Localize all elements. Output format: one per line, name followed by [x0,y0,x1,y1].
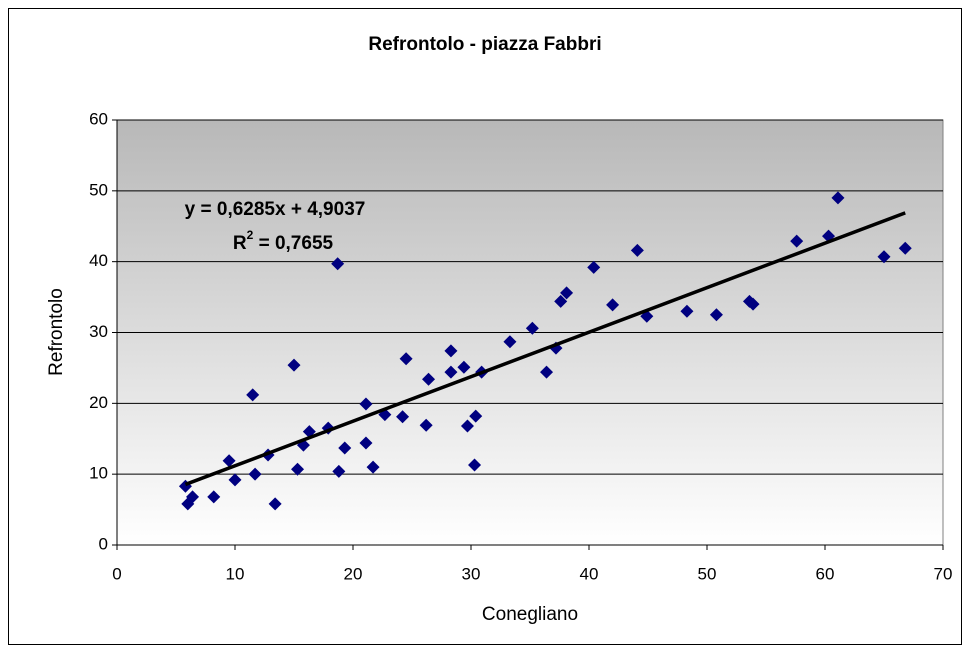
point [207,490,221,504]
y-tick-label: 20 [89,393,108,412]
point [630,243,644,257]
point [399,352,413,366]
point [457,360,471,374]
y-axis-label: Refrontolo [46,288,67,376]
x-tick-label: 10 [226,564,245,583]
point [331,257,345,271]
y-tick-label: 60 [89,109,108,128]
point [359,436,373,450]
x-tick-label: 60 [816,564,835,583]
point [287,358,301,372]
y-tick-label: 10 [89,464,108,483]
point [877,250,891,264]
x-tick-label: 20 [344,564,363,583]
point [422,372,436,386]
point [606,298,620,312]
point [709,308,723,322]
point [359,397,373,411]
y-tick-label: 40 [89,251,108,270]
point [396,410,410,424]
x-tick-label: 0 [112,564,121,583]
point [419,418,433,432]
point [246,388,260,402]
point [525,321,539,335]
point [587,260,601,274]
x-tick-label: 50 [698,564,717,583]
point [540,365,554,379]
point [898,241,912,255]
r-squared-base: R [233,233,247,254]
point [460,419,474,433]
y-tick-label: 30 [89,322,108,341]
point [248,467,262,481]
point [268,497,282,511]
point [444,344,458,358]
point [291,462,305,476]
r-squared: R2 = 0,7655 [233,228,334,254]
point [831,191,845,205]
point [680,304,694,318]
x-tick-label: 40 [580,564,599,583]
point [222,454,236,468]
y-tick-label: 0 [99,534,108,553]
r-squared-sup: 2 [247,228,254,242]
point [228,473,242,487]
point [332,464,346,478]
point [186,490,200,504]
point [560,286,574,300]
trendline [184,211,906,487]
point [338,441,352,455]
chart-title: Refrontolo - piazza Fabbri [368,34,601,55]
x-tick-label: 30 [462,564,481,583]
x-axis-label: Conegliano [482,604,578,625]
r-squared-rest: = 0,7655 [253,233,333,254]
trend-equation: y = 0,6285x + 4,9037 [185,199,366,220]
point [468,458,482,472]
point [503,335,517,349]
y-tick-label: 50 [89,180,108,199]
point [554,294,568,308]
point [444,365,458,379]
point [469,409,483,423]
point [746,297,760,311]
point [366,460,380,474]
point [790,234,804,248]
x-tick-label: 70 [934,564,953,583]
